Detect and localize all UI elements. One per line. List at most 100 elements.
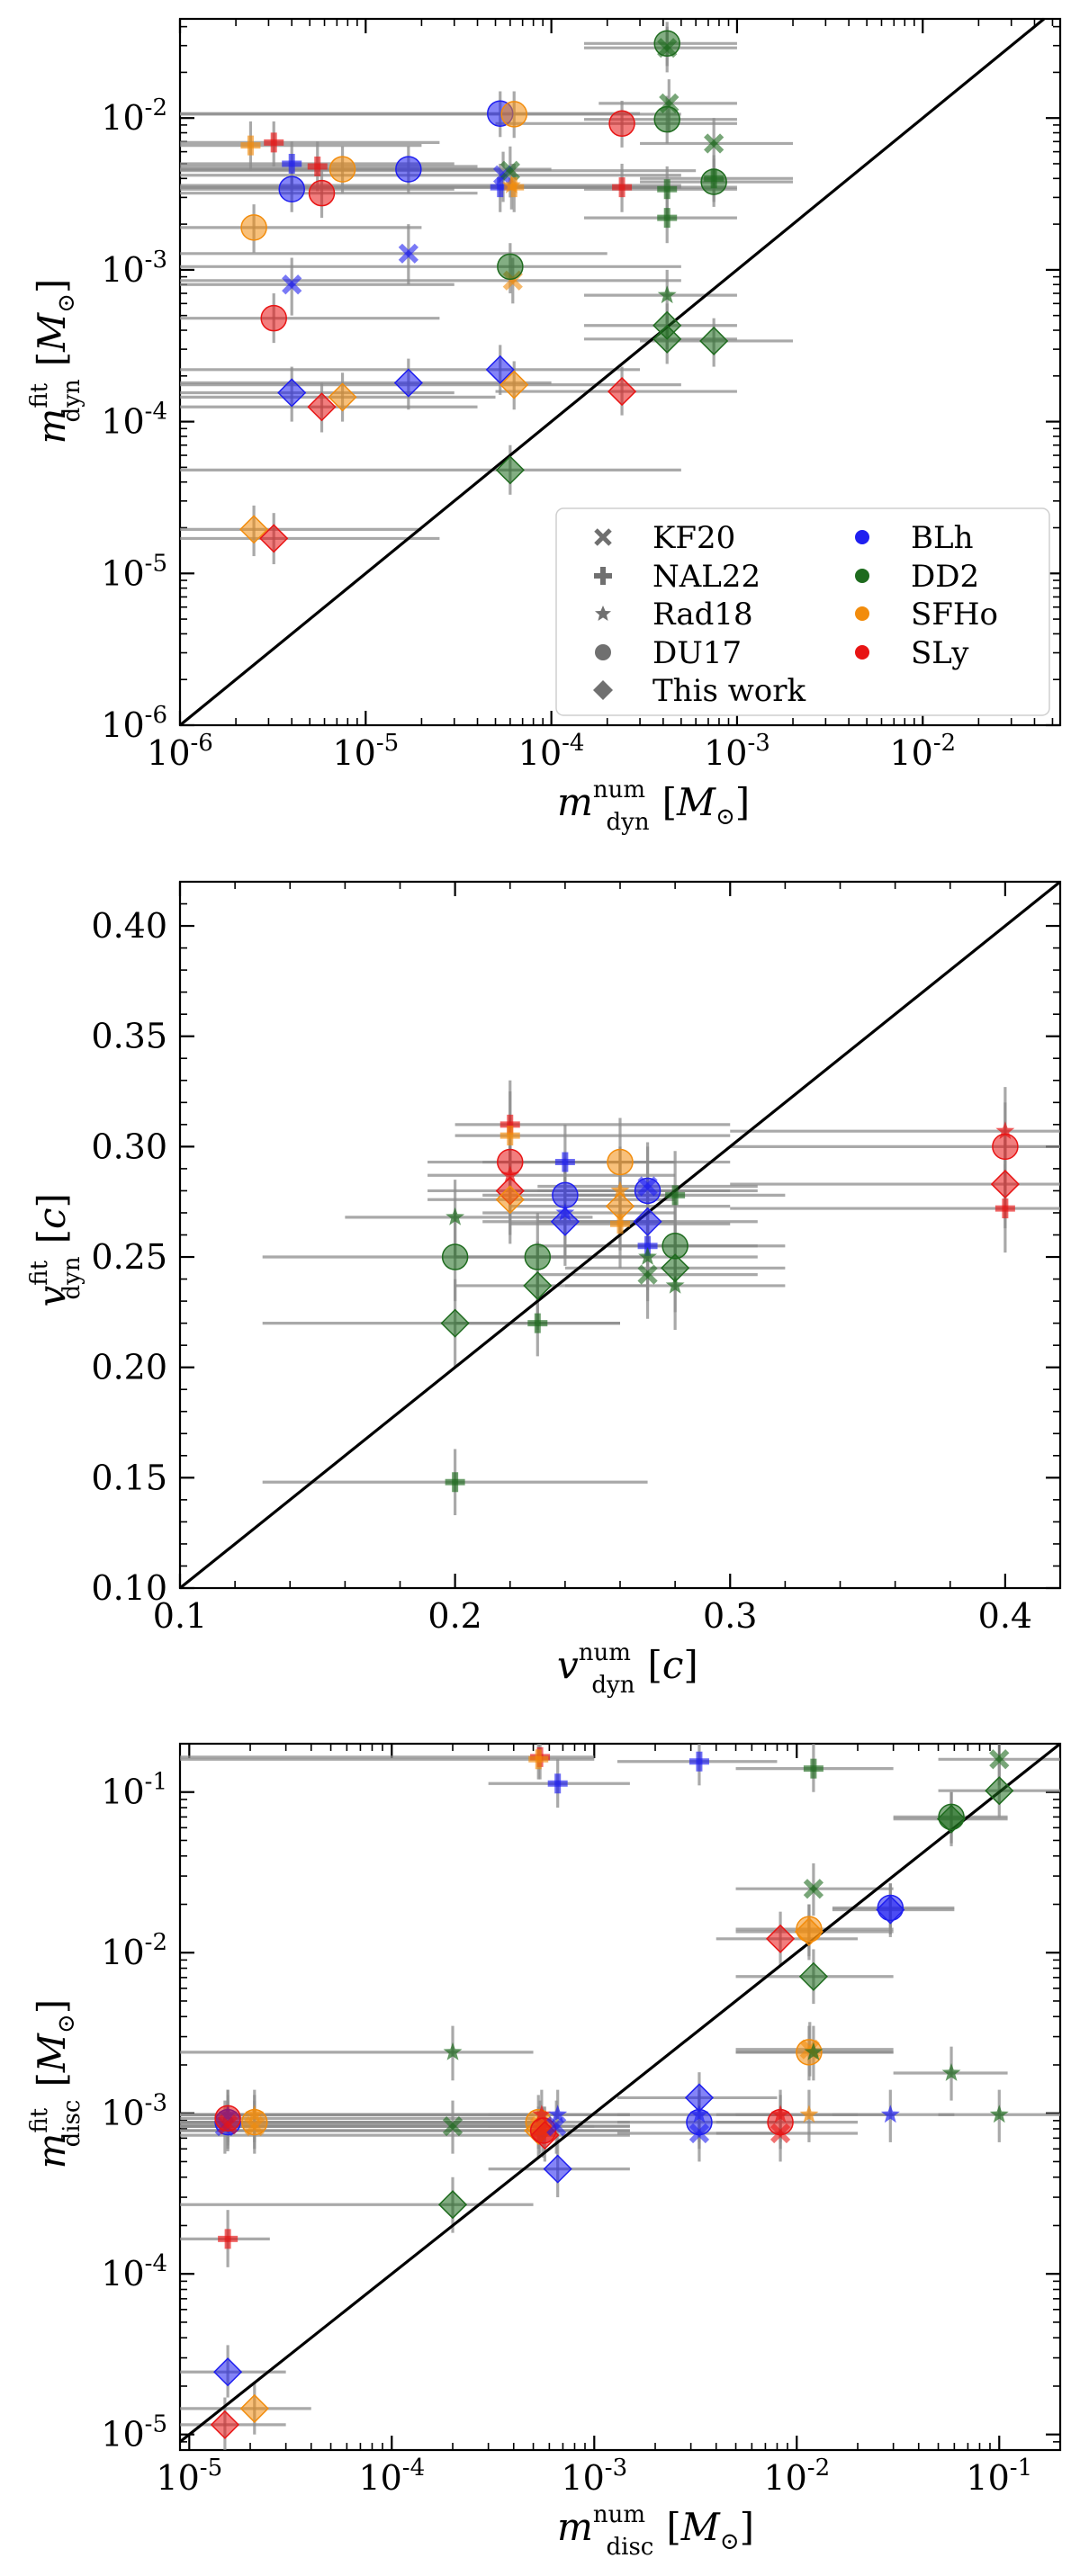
rad18-marker — [610, 1180, 630, 1199]
this-work-marker — [485, 355, 515, 384]
error-bar — [180, 2025, 534, 2081]
nal22-marker — [994, 1198, 1015, 1219]
axis-labels: 10-6 10-5 10-4 10-3 10-2 10-6 10-5 10-4 10-3 10-2… — [26, 94, 956, 836]
error-bar — [454, 1091, 731, 1180]
x-axis-label: mnum disc [M⊙] — [557, 2501, 754, 2561]
y-tick-label: 10-6 — [101, 702, 167, 745]
x-icon — [594, 528, 612, 546]
legend-item-sly: SLy — [855, 635, 969, 671]
y-tick-label: 10-5 — [101, 2411, 167, 2455]
legend-item-this-work: This work — [593, 673, 806, 709]
y-tick-label: 0.20 — [91, 1348, 167, 1387]
rad18-marker — [548, 2105, 568, 2123]
x-axis-label: vnum dyn [c] — [557, 1639, 698, 1699]
sfho-color-icon — [855, 606, 869, 621]
this-work-marker — [985, 1776, 1014, 1806]
x-tick-label: 10-6 — [147, 730, 213, 773]
x-tick-label: 0.1 — [153, 1596, 207, 1636]
kf20-marker — [500, 160, 520, 181]
legend-label: KF20 — [652, 520, 735, 556]
nal22-marker — [554, 1152, 575, 1172]
this-work-marker — [652, 324, 682, 354]
nal22-marker — [657, 208, 678, 229]
nal22-marker — [500, 1126, 520, 1146]
kf20-marker — [688, 2123, 710, 2144]
rad18-marker — [657, 285, 677, 304]
x-tick-label: 10-5 — [332, 730, 399, 773]
nal22-marker — [445, 1472, 465, 1493]
rad18-marker — [665, 1275, 685, 1294]
rad18-marker — [638, 1247, 657, 1265]
nal22-marker — [307, 156, 328, 176]
axes-frame — [178, 17, 1062, 727]
du17-marker — [240, 214, 267, 241]
legend-label: SLy — [911, 635, 969, 671]
this-work-marker — [277, 378, 307, 408]
nal22-marker — [610, 1214, 630, 1234]
kf20-marker — [282, 274, 302, 295]
this-work-marker — [699, 326, 729, 355]
du17-marker — [767, 2108, 794, 2136]
error-bar — [180, 444, 681, 495]
y-tick-label: 0.15 — [91, 1458, 167, 1497]
this-work-marker — [495, 455, 525, 485]
y-tick-label: 10-4 — [101, 399, 167, 442]
x-tick-label: 0.3 — [703, 1596, 757, 1636]
legend-item-sfho: SFHo — [855, 597, 998, 633]
error-bar — [180, 505, 422, 557]
panel-mdisc: 10-5 10-4 10-3 10-2 10-1 10-5 10-4 10-3 10-2 10-1… — [26, 1742, 1062, 2561]
identity-line — [179, 1742, 1061, 2444]
error-bar — [454, 1080, 731, 1169]
rad18-marker — [245, 2105, 265, 2123]
legend-item-blh: BLh — [855, 520, 973, 556]
error-bar — [730, 1087, 1060, 1176]
panel-vdyn: 0.1 0.2 0.3 0.4 0.10 0.15 0.20 0.25 0.30 0.35 0.40… — [26, 880, 1062, 1699]
this-work-marker — [798, 1961, 828, 1991]
rad18-marker — [804, 2042, 824, 2060]
plus-icon — [594, 567, 612, 585]
legend-box — [555, 507, 1050, 716]
y-tick-label: 10-2 — [101, 94, 167, 138]
x-tick-label: 10-4 — [518, 730, 585, 773]
legend-label: DD2 — [911, 559, 979, 595]
legend-item-nal22: NAL22 — [594, 559, 760, 595]
y-tick-label: 0.35 — [91, 1017, 167, 1056]
du17-marker — [524, 1243, 552, 1270]
legend-label: This work — [652, 673, 806, 709]
this-work-marker — [239, 515, 269, 544]
this-work-marker — [239, 2393, 269, 2423]
kf20-marker — [989, 1749, 1010, 1770]
du17-marker — [441, 1243, 469, 1270]
nal22-marker — [527, 1313, 548, 1333]
rad18-marker — [799, 2105, 819, 2123]
nal22-marker — [528, 1749, 549, 1770]
nal22-marker — [803, 1758, 824, 1779]
error-bar — [180, 293, 440, 344]
points-group — [210, 1746, 1014, 2439]
y-tick-label: 0.40 — [91, 906, 167, 946]
kf20-marker — [398, 243, 418, 264]
du17-marker — [634, 1177, 662, 1205]
rad18-marker — [501, 175, 521, 193]
du17-marker — [278, 175, 305, 202]
x-tick-label: 10-2 — [763, 2455, 830, 2498]
x-tick-label: 0.4 — [978, 1596, 1032, 1636]
this-work-marker — [210, 2410, 239, 2439]
du17-marker — [500, 101, 527, 128]
du17-marker — [395, 156, 422, 183]
error-bar — [583, 269, 737, 323]
rad18-marker — [880, 2105, 900, 2123]
axis-labels: 0.1 0.2 0.3 0.4 0.10 0.15 0.20 0.25 0.30 0.35 0.40… — [26, 906, 1032, 1699]
this-work-marker — [393, 368, 423, 398]
y-tick-label: 10-1 — [101, 1769, 167, 1812]
y-tick-label: 10-3 — [101, 247, 167, 290]
errorbars-group — [262, 1080, 1060, 1516]
nal22-marker — [264, 132, 284, 153]
y-axis-label: vfit dyn[c] — [26, 1193, 86, 1306]
x-axis-label: mnum dyn [M⊙] — [557, 776, 750, 836]
rad18-marker — [443, 2042, 463, 2060]
rad18-marker — [446, 1207, 465, 1225]
rad18-marker — [532, 2105, 552, 2123]
legend-label: DU17 — [652, 635, 742, 671]
